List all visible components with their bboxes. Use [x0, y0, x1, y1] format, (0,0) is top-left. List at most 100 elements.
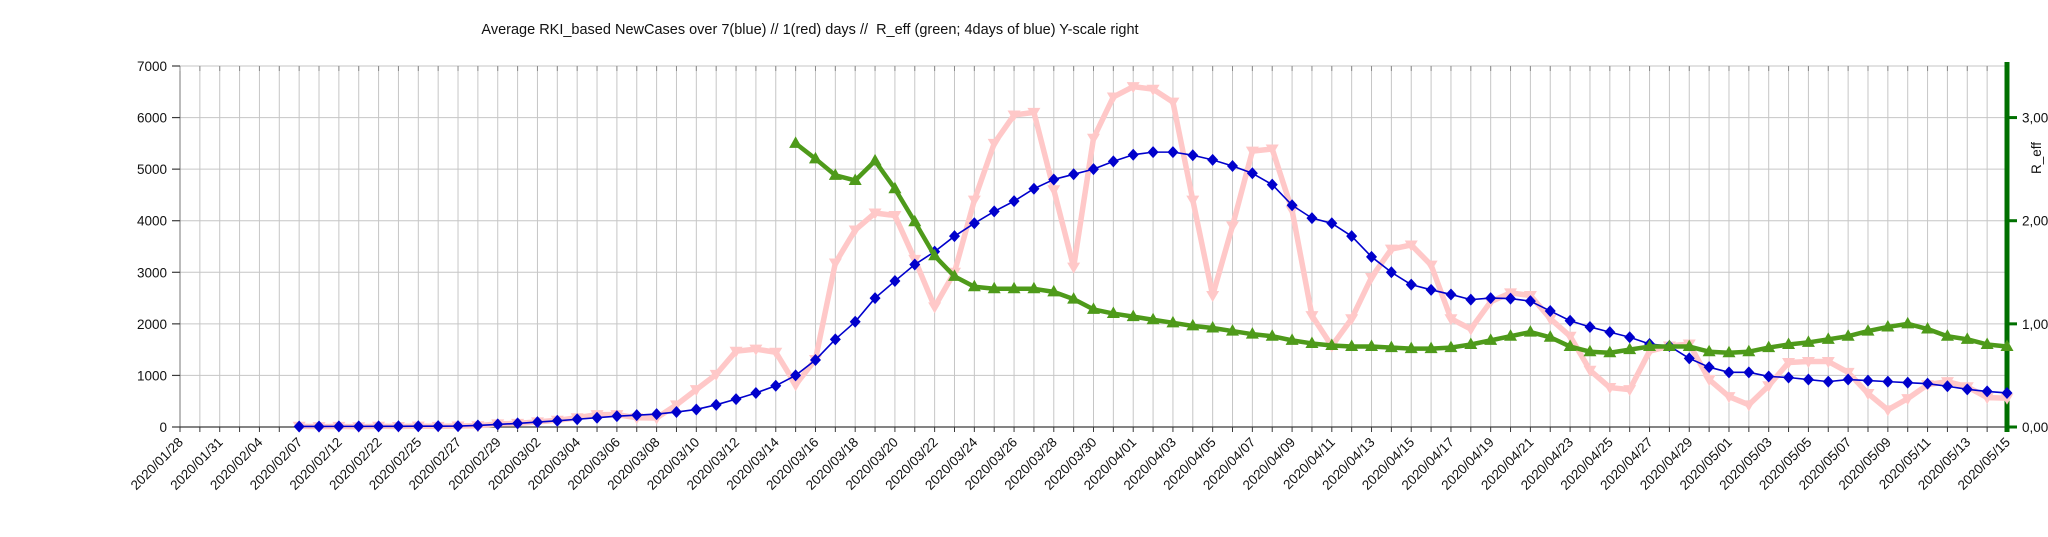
series-marker — [1742, 400, 1756, 412]
series-marker — [789, 380, 803, 392]
series-marker — [809, 353, 821, 366]
series-marker — [1504, 329, 1518, 341]
series-marker — [868, 208, 882, 220]
series-marker — [828, 168, 842, 180]
series-marker — [1445, 288, 1457, 301]
series-marker — [1563, 339, 1577, 352]
series-marker — [1365, 272, 1379, 284]
series-marker — [689, 385, 703, 397]
series-marker — [908, 214, 922, 227]
series-marker — [1366, 250, 1378, 263]
series-marker — [1762, 340, 1776, 353]
series-marker — [631, 409, 643, 422]
series-marker — [1404, 341, 1418, 354]
series-marker — [710, 398, 722, 411]
series-marker — [909, 258, 921, 271]
series-marker — [1166, 97, 1180, 109]
series-marker — [1623, 342, 1637, 355]
series-marker — [1048, 173, 1060, 186]
series-marker — [888, 211, 902, 223]
series-marker — [1246, 167, 1258, 180]
series-marker — [1524, 295, 1536, 308]
series-marker — [1285, 205, 1299, 217]
series-marker — [947, 269, 961, 281]
series-marker — [1365, 339, 1379, 352]
series-marker — [729, 346, 743, 358]
series-marker — [1703, 361, 1715, 374]
series-marker — [1484, 333, 1498, 345]
series-marker — [869, 292, 881, 305]
series-marker — [1683, 352, 1695, 365]
series-marker — [1782, 358, 1796, 370]
series-marker — [313, 420, 325, 433]
series-marker — [1425, 283, 1437, 296]
series-marker — [1881, 405, 1895, 417]
series-marker — [531, 416, 543, 429]
series-marker — [848, 225, 862, 237]
series-marker — [1207, 153, 1219, 166]
series-marker — [987, 138, 1001, 150]
series-marker — [1286, 199, 1298, 212]
series-marker — [1743, 366, 1755, 379]
series-marker — [1007, 281, 1021, 294]
series-marker — [651, 408, 663, 421]
series-marker — [1980, 393, 1994, 405]
series-marker — [690, 403, 702, 416]
series-marker — [1146, 312, 1160, 325]
series-marker — [1047, 185, 1061, 197]
series-marker — [1821, 357, 1835, 369]
series-marker — [1802, 373, 1814, 386]
series-marker — [1186, 195, 1200, 207]
series-marker — [412, 420, 424, 433]
series-marker — [1742, 344, 1756, 357]
series-marker — [1980, 337, 1994, 349]
right-axis-title: R_eff — [2029, 142, 2044, 174]
series-marker — [2000, 339, 2014, 352]
series-marker — [1087, 302, 1100, 314]
series-marker — [1306, 212, 1318, 225]
series-marker — [1563, 331, 1577, 343]
series-marker — [1126, 309, 1140, 322]
left-axis-tick-label: 4000 — [137, 214, 167, 229]
series-marker — [1940, 329, 1954, 341]
series-marker — [1067, 292, 1081, 304]
series-marker — [373, 420, 385, 433]
series-marker — [1543, 314, 1557, 326]
series-marker — [1523, 325, 1537, 337]
series-marker — [1782, 337, 1796, 349]
series-marker — [353, 420, 365, 433]
right-axis-tick-label: 3,00 — [2022, 111, 2048, 126]
series-marker — [1842, 373, 1854, 386]
series-marker — [1763, 370, 1775, 383]
series-marker — [1841, 329, 1855, 341]
series-marker — [750, 386, 762, 399]
series-marker — [432, 420, 444, 433]
chart-title: Average RKI_based NewCases over 7(blue) … — [481, 22, 1139, 38]
series-marker — [1465, 293, 1477, 306]
series-marker — [730, 393, 742, 406]
right-axis-tick-label: 0,00 — [2022, 420, 2048, 435]
series-marker — [1245, 327, 1259, 339]
series-marker — [1682, 339, 1696, 352]
series-marker — [1305, 311, 1319, 323]
series-marker — [1444, 314, 1458, 326]
series-marker — [749, 344, 763, 356]
series-marker — [1801, 357, 1815, 369]
series-marker — [1147, 146, 1159, 159]
series-marker — [1146, 84, 1160, 96]
series-marker — [1384, 340, 1398, 353]
series-marker — [1226, 221, 1240, 233]
series-marker — [1404, 240, 1418, 252]
series-marker — [1206, 320, 1220, 333]
series-marker — [928, 248, 942, 261]
series-marker — [1603, 345, 1617, 358]
series-marker — [1564, 314, 1576, 327]
series-marker — [1624, 331, 1636, 344]
series-marker — [2001, 386, 2013, 399]
series-marker — [1187, 149, 1199, 162]
series-marker — [967, 279, 981, 292]
series-marker — [1028, 182, 1040, 195]
series-marker — [1722, 392, 1736, 404]
series-marker — [1862, 374, 1874, 387]
series-marker — [1543, 330, 1557, 342]
